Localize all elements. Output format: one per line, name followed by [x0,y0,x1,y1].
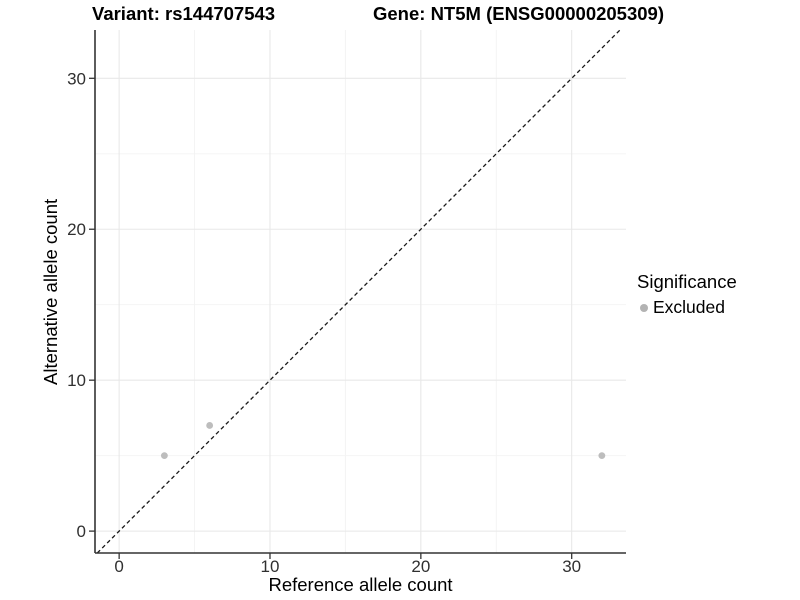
legend-point-icon [640,303,648,312]
y-axis-title: Alternative allele count [40,198,61,385]
x-tick-label: 20 [411,557,430,576]
legend-title: Significance [637,271,737,292]
data-point [206,422,214,429]
legend-item-excluded: Excluded [640,297,737,318]
identity-dashed-line [96,29,621,554]
legend-item-label: Excluded [653,297,725,317]
gene-title: Gene: NT5M (ENSG00000205309) [373,3,664,24]
y-tick-label: 10 [67,371,86,390]
x-tick-label: 30 [562,557,581,576]
legend: Significance Excluded [637,271,737,318]
data-point [160,452,168,460]
variant-title: Variant: rs144707543 [92,3,276,24]
y-tick-label: 30 [67,69,86,88]
y-tick-label: 20 [67,220,86,239]
data-point [598,452,606,460]
x-tick-label: 0 [114,557,123,576]
x-tick-label: 10 [261,557,280,576]
y-tick-label: 0 [77,522,86,541]
x-axis-title: Reference allele count [268,574,453,595]
